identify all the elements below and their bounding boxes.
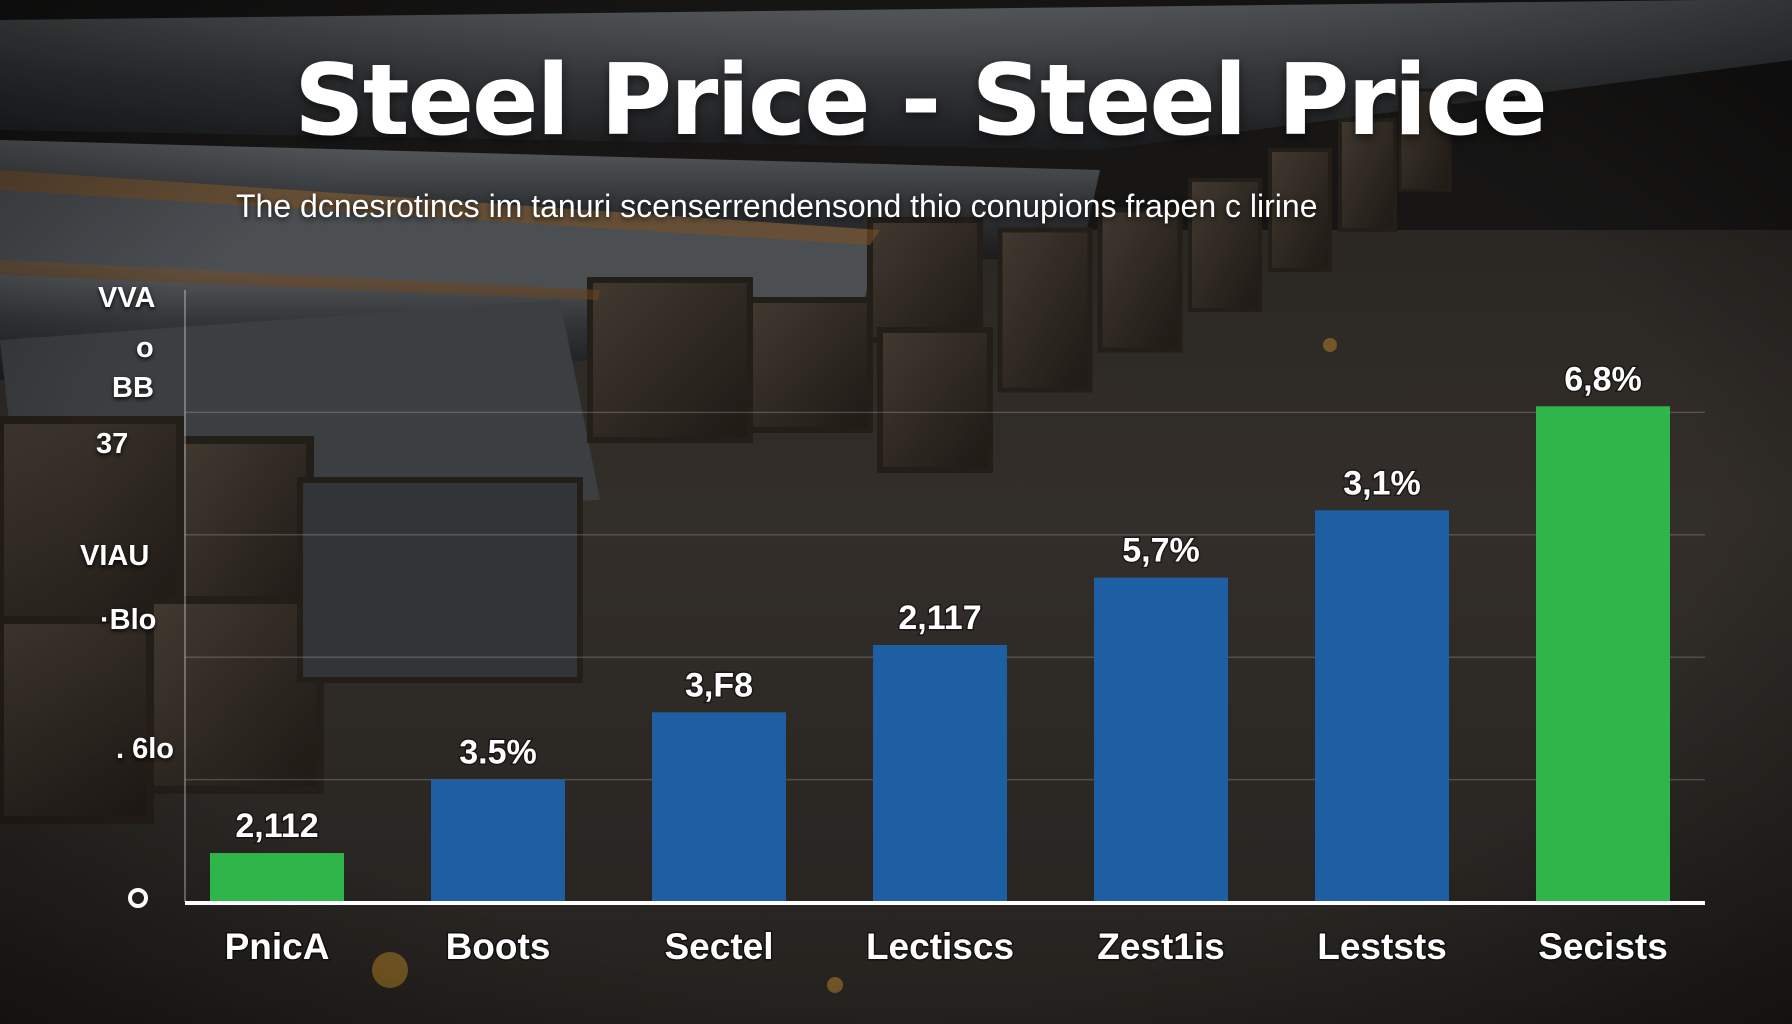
x-tick-label: Lectiscs [866, 926, 1014, 967]
data-label: 2,112 [235, 807, 318, 845]
y-tick-label: VVA [98, 282, 156, 314]
data-label: 3,F8 [685, 666, 753, 704]
data-label: 2,117 [898, 599, 981, 637]
y-tick-label: VIAU [80, 540, 150, 572]
data-label: 6,8% [1564, 360, 1642, 398]
y-tick-label: . 6lo [116, 733, 175, 765]
x-tick-label: Boots [446, 926, 551, 967]
data-label: 3.5% [459, 734, 537, 772]
y-tick-label: BB [112, 372, 154, 404]
bar [652, 712, 786, 902]
x-tick-label: PnicA [225, 926, 330, 967]
x-tick-label: Secists [1538, 926, 1668, 967]
x-tick-label: Leststs [1317, 926, 1447, 967]
y-tick-label: 37 [96, 428, 129, 460]
y-tick-label: o [136, 332, 154, 364]
x-tick-label: Sectel [664, 926, 773, 967]
data-label: 3,1% [1343, 464, 1421, 502]
bar [1315, 510, 1449, 902]
x-tick-label: Zest1is [1097, 926, 1225, 967]
chart-subtitle: The dcnesrotincs im tanuri scenserrenden… [236, 188, 1318, 224]
axis-origin-marker [128, 888, 148, 908]
bar [873, 644, 1007, 902]
chart-title: Steel Price - Steel Price [294, 44, 1548, 158]
bar [1094, 577, 1228, 902]
bar [431, 779, 565, 902]
bar [1536, 406, 1670, 902]
data-label: 5,7% [1122, 532, 1200, 570]
y-tick-label: ·Blo [100, 604, 157, 636]
bar [210, 853, 344, 902]
